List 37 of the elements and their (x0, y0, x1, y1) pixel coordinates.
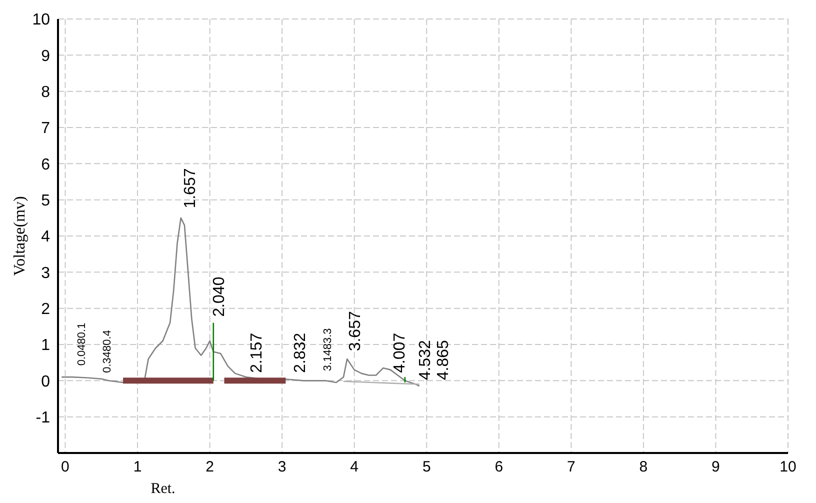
annotation: 0.0480.1 (76, 322, 88, 366)
y-tick-label: 10 (32, 12, 50, 29)
y-tick-label: 4 (41, 228, 50, 246)
x-axis-title: Ret. (150, 481, 176, 497)
x-tick-label: 10 (780, 458, 796, 476)
y-tick-label: 0 (41, 373, 50, 390)
x-tick-label: 4 (350, 458, 359, 476)
annotation: 1.657 (182, 168, 199, 208)
x-tick-label: 3 (278, 458, 286, 476)
annotation: 2.040 (210, 276, 228, 317)
annotation: 4.865 (434, 340, 452, 380)
y-tick-label: 9 (41, 48, 50, 65)
annotation: 2.157 (248, 332, 266, 373)
x-tick-label: 5 (422, 458, 431, 476)
y-tick-label: 6 (41, 156, 50, 174)
line-series (60, 217, 420, 387)
y-tick-label: -1 (36, 410, 50, 427)
y-tick-label: 2 (41, 301, 50, 318)
annotation: 4.007 (392, 332, 409, 373)
y-tick-label: 7 (41, 120, 50, 138)
x-tick-label: 9 (712, 458, 720, 476)
annotation: 0.3480.4 (101, 330, 114, 373)
x-tick-label: 7 (566, 458, 576, 476)
x-tick-label: 6 (494, 458, 504, 476)
annotation: 3.1483.3 (322, 328, 334, 372)
annotation: 2.832 (292, 332, 309, 373)
y-axis-title: Voltage(mv) (12, 196, 28, 276)
y-tick-label: 5 (41, 192, 50, 210)
annotation: 4.532 (416, 340, 434, 380)
x-tick-label: 8 (639, 458, 648, 476)
y-tick-label: 3 (41, 264, 50, 282)
x-tick-label: 2 (206, 458, 214, 476)
y-tick-label: 1 (41, 337, 50, 354)
x-tick-label: 1 (133, 458, 142, 476)
y-tick-label: 8 (41, 84, 50, 102)
annotation: 3.657 (346, 311, 364, 352)
x-tick-label: 0 (61, 458, 70, 476)
